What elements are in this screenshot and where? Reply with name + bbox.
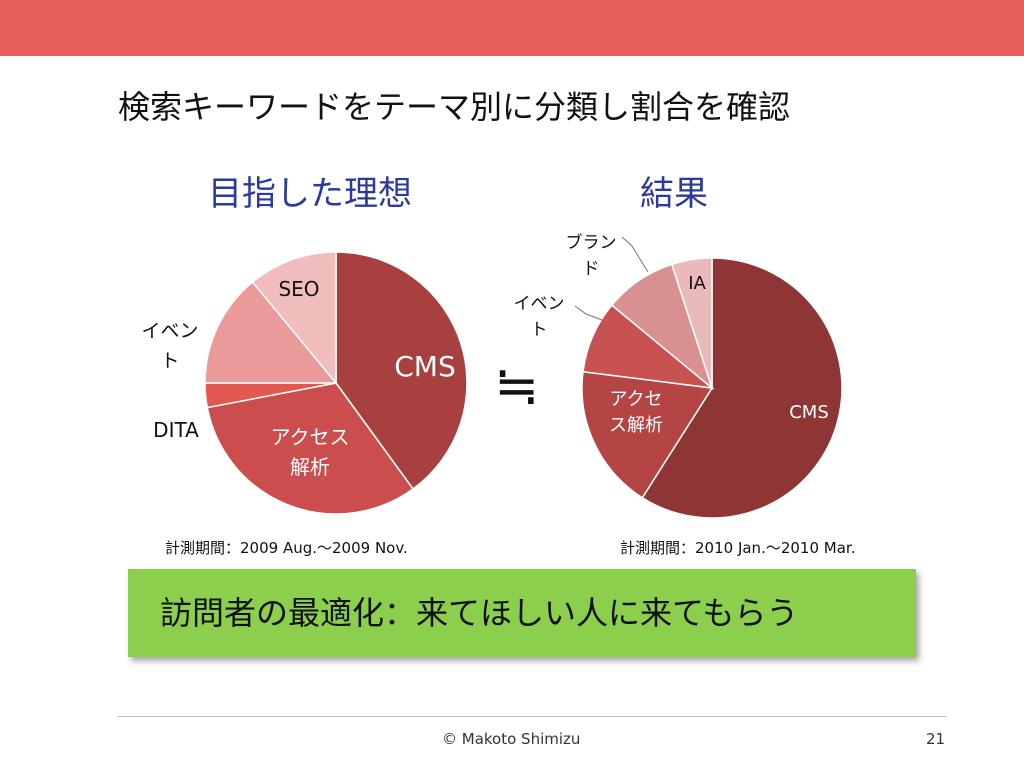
label-event-result: イベント (514, 294, 565, 340)
chart-title-result: 結果 (640, 174, 708, 214)
footer-copyright: © Makoto Shimizu (442, 730, 581, 748)
slide-title: 検索キーワードをテーマ別に分類し割合を確認 (118, 88, 791, 126)
leader-line-brand (621, 236, 649, 273)
label-event: イベント (141, 320, 198, 372)
label-cms: CMS (394, 350, 455, 383)
pie-chart-result (581, 257, 843, 519)
leader-line-event (574, 305, 603, 321)
banner-text: 訪問者の最適化：来てほしい人に来てもらう (160, 594, 799, 632)
period-caption-ideal: 計測期間：2009 Aug.～2009 Nov. (165, 539, 408, 557)
result-slice-4 (670, 257, 713, 389)
message-banner (128, 569, 916, 657)
period-caption-result: 計測期間：2010 Jan.～2010 Mar. (620, 539, 856, 557)
result-slice-1 (581, 370, 714, 499)
page-number: 21 (926, 730, 946, 748)
label-access-analysis: アクセス解析 (271, 425, 350, 479)
chart-title-ideal: 目指した理想 (208, 174, 412, 214)
approx-equal-symbol: ≒ (494, 354, 540, 417)
ideal-slice-4 (251, 251, 337, 386)
ideal-slice-0 (335, 251, 468, 491)
label-brand: ブランド (566, 232, 617, 279)
ideal-slice-1 (206, 382, 415, 515)
result-slice-0 (641, 257, 843, 519)
label-cms-result: CMS (789, 402, 829, 423)
footer-divider (118, 716, 946, 717)
label-ia: IA (688, 273, 706, 294)
label-dita: DITA (153, 418, 199, 442)
pie-chart-ideal (204, 251, 468, 515)
top-accent-bar (0, 0, 1024, 56)
label-seo: SEO (278, 277, 319, 301)
label-access-analysis-result: アクセス解析 (609, 389, 663, 436)
ideal-slice-3 (204, 281, 338, 384)
